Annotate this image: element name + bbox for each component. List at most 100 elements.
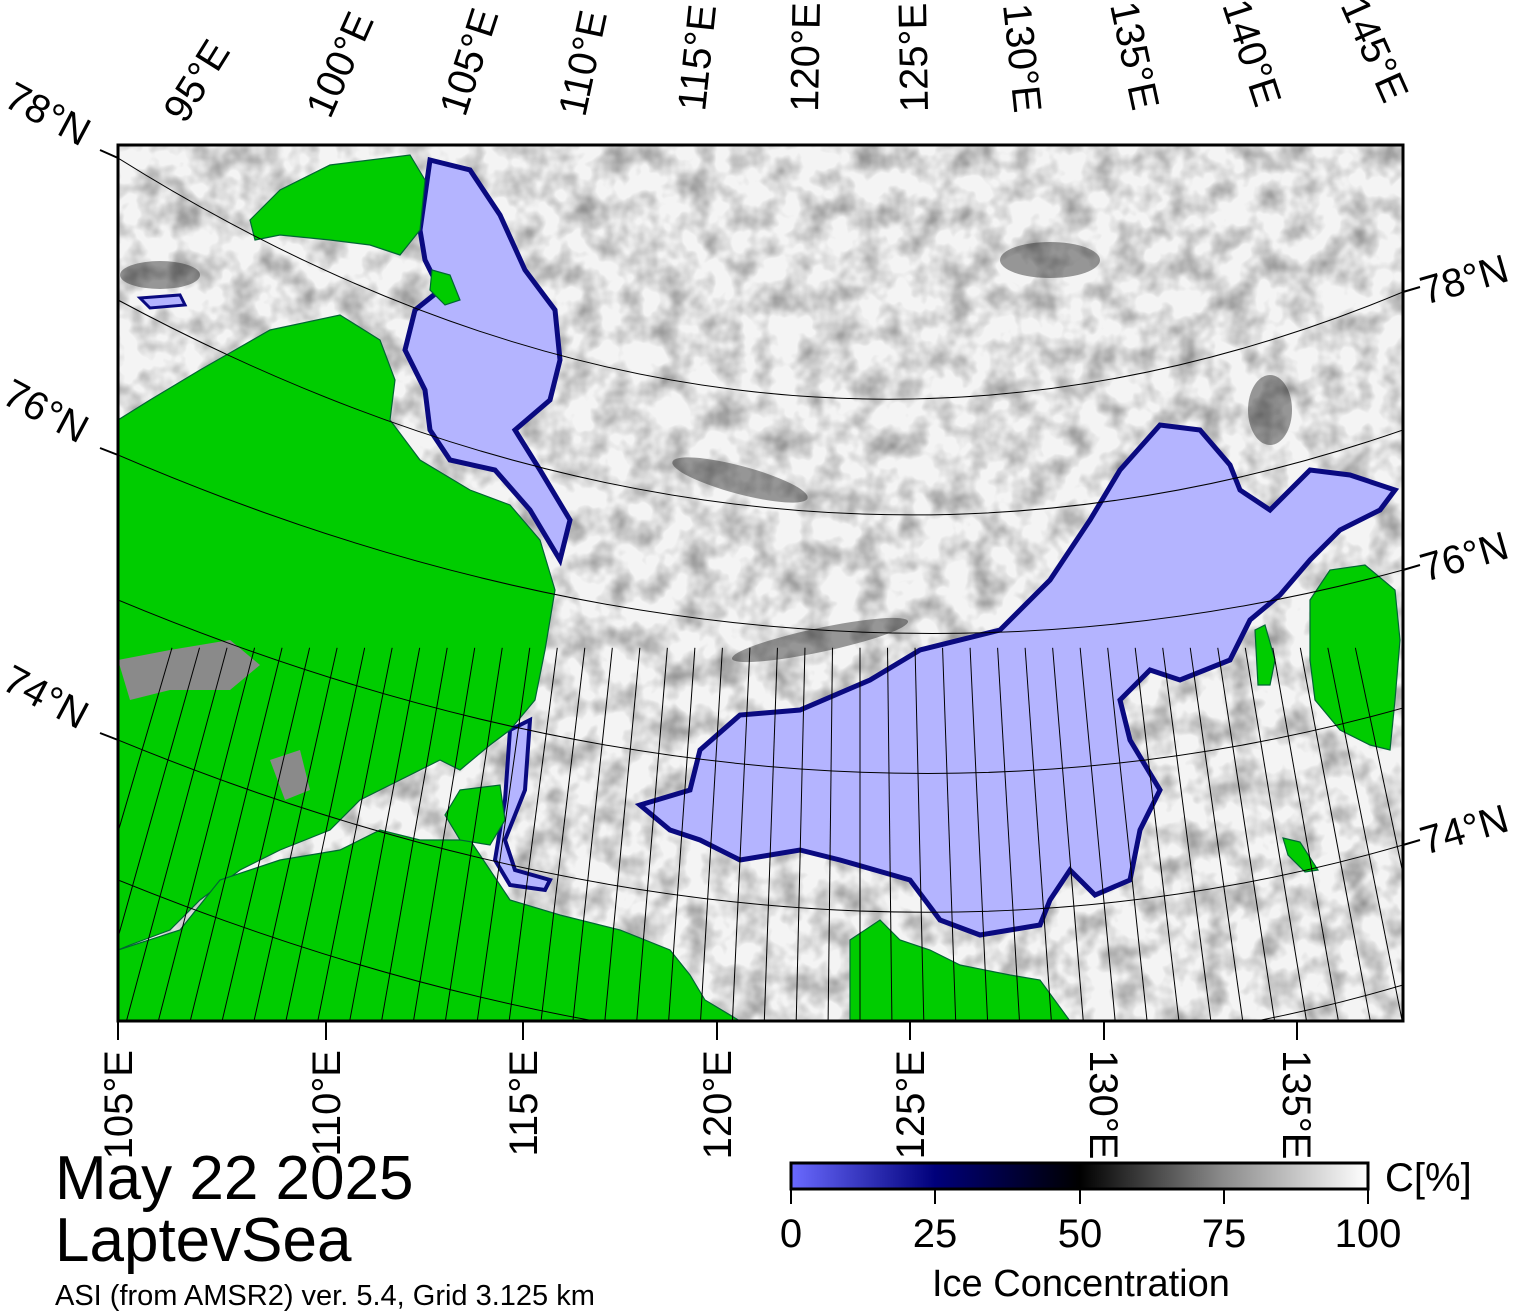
- land-severnaya-zemlya: [249, 154, 426, 256]
- top-lon-labels: 95°E 100°E 105°E 110°E 115°E 120°E 125°E…: [155, 0, 1416, 130]
- right-lat-label: 76°N: [1415, 524, 1513, 591]
- left-lat-label: 74°N: [0, 657, 95, 738]
- low-concentration-areas: [136, 156, 1400, 938]
- bottom-lon-label: 115°E: [502, 1050, 546, 1156]
- top-lon-label: 120°E: [783, 2, 829, 112]
- parallel-74: [118, 739, 1403, 913]
- graticule: [118, 157, 1403, 1021]
- meridian-line: [827, 647, 833, 1021]
- land-new-siberian-3: [1282, 837, 1320, 873]
- polynya-central: [634, 422, 1400, 938]
- bottom-lon-label: 125°E: [889, 1050, 933, 1159]
- meridian-line: [1052, 647, 1084, 1021]
- top-lon-label: 115°E: [670, 2, 725, 112]
- top-lon-label: 145°E: [1332, 0, 1417, 109]
- land-new-siberian-2: [1254, 624, 1276, 686]
- meridian-line: [997, 647, 1020, 1021]
- top-lon-label: 105°E: [432, 3, 508, 121]
- meridian-line: [914, 647, 925, 1021]
- colorbar: [789, 1161, 1370, 1191]
- meridian-line: [221, 647, 311, 1021]
- land-islet-1: [429, 269, 461, 306]
- parallel-78: [118, 157, 1403, 400]
- meridian-line: [969, 647, 989, 1021]
- meridian-line: [253, 647, 338, 1021]
- meridian-line: [1189, 647, 1244, 1021]
- colorbar-tick-label: 50: [1057, 1212, 1103, 1256]
- meridian-line: [285, 647, 366, 1021]
- meridian-line: [731, 647, 751, 1021]
- parallel-76: [118, 454, 1403, 635]
- land-new-siberian-1: [1309, 564, 1401, 751]
- meridian-line: [1244, 647, 1308, 1021]
- colorbar-tick-label: 25: [912, 1212, 958, 1256]
- meridian-line: [1327, 647, 1403, 1021]
- left-lat-labels: 78°N 76°N 74°N: [0, 74, 97, 738]
- top-lon-label: 135°E: [1101, 0, 1167, 114]
- right-lat-label: 74°N: [1415, 797, 1513, 864]
- meridian-line: [1217, 647, 1276, 1021]
- right-lat-labels: 78°N 76°N 74°N: [1415, 247, 1513, 864]
- frame-ticks: [99, 149, 1421, 1040]
- top-lon-label: 100°E: [298, 6, 383, 124]
- bottom-lon-labels: 105°E 110°E 115°E 120°E 125°E 130°E 135°…: [97, 1050, 1318, 1159]
- left-lat-label: 76°N: [0, 371, 95, 452]
- meridian-line: [125, 647, 228, 1021]
- meridian-line: [636, 647, 668, 1021]
- meridian-line: [381, 647, 448, 1021]
- bottom-lon-label: 110°E: [305, 1050, 349, 1156]
- meridian-line: [157, 647, 256, 1021]
- colorbar-tick-label: 0: [779, 1212, 803, 1256]
- meridian-line: [1134, 647, 1180, 1021]
- polynya-coastal: [492, 716, 553, 893]
- meridian-line: [572, 647, 613, 1021]
- meridian-line: [1272, 647, 1339, 1021]
- meridian-line: [604, 647, 641, 1021]
- data-source: ASI (from AMSR2) ver. 5.4, Grid 3.125 km: [55, 1280, 595, 1312]
- meridian-line: [668, 647, 696, 1021]
- meridian-line: [795, 647, 806, 1021]
- meridian-line: [700, 647, 723, 1021]
- polynya-small: [136, 293, 188, 310]
- land-peninsula: [444, 784, 506, 846]
- bottom-lon-label: 105°E: [97, 1050, 141, 1159]
- meridian-line: [189, 647, 283, 1021]
- colorbar-title: Ice Concentration: [932, 1263, 1230, 1305]
- dense-ice-streaks: [120, 242, 1292, 663]
- meridian-line: [887, 647, 893, 1021]
- meridian-line: [942, 647, 957, 1021]
- colorbar-unit: C[%]: [1385, 1156, 1472, 1200]
- meridian-line: [118, 647, 173, 834]
- meridian-line: [1079, 647, 1116, 1021]
- grey-patches: [118, 640, 310, 800]
- map-frame: [116, 143, 1405, 1023]
- top-lon-label: 125°E: [891, 2, 937, 112]
- meridian-line: [508, 647, 558, 1021]
- top-lon-label: 110°E: [551, 7, 616, 120]
- meridian-line: [412, 647, 476, 1021]
- meridian-line: [1024, 647, 1052, 1021]
- right-lat-label: 78°N: [1415, 247, 1513, 314]
- colorbar-ticks: [790, 1189, 1369, 1204]
- meridian-line: [317, 647, 393, 1021]
- region-name: LaptevSea: [55, 1206, 352, 1275]
- meridian-line: [540, 647, 586, 1021]
- top-lon-label: 130°E: [994, 1, 1049, 114]
- colorbar-tick-label: 75: [1201, 1212, 1247, 1256]
- meridian-line: [1162, 647, 1212, 1021]
- meridian-line: [118, 647, 201, 940]
- polynya-west: [402, 156, 573, 567]
- map-area: [118, 145, 1403, 1021]
- map-date: May 22 2025: [55, 1144, 414, 1213]
- meridian-line: [444, 647, 503, 1021]
- meridian-line: [1299, 647, 1371, 1021]
- meridian-line: [1107, 647, 1148, 1021]
- left-lat-label: 78°N: [0, 74, 97, 155]
- land-lena-delta: [849, 919, 1071, 1021]
- top-lon-label: 140°E: [1213, 0, 1289, 112]
- bottom-lon-label: 130°E: [1081, 1050, 1125, 1159]
- bottom-lon-label: 120°E: [696, 1050, 740, 1159]
- top-lon-label: 95°E: [155, 33, 239, 130]
- meridian-line: [1354, 647, 1403, 877]
